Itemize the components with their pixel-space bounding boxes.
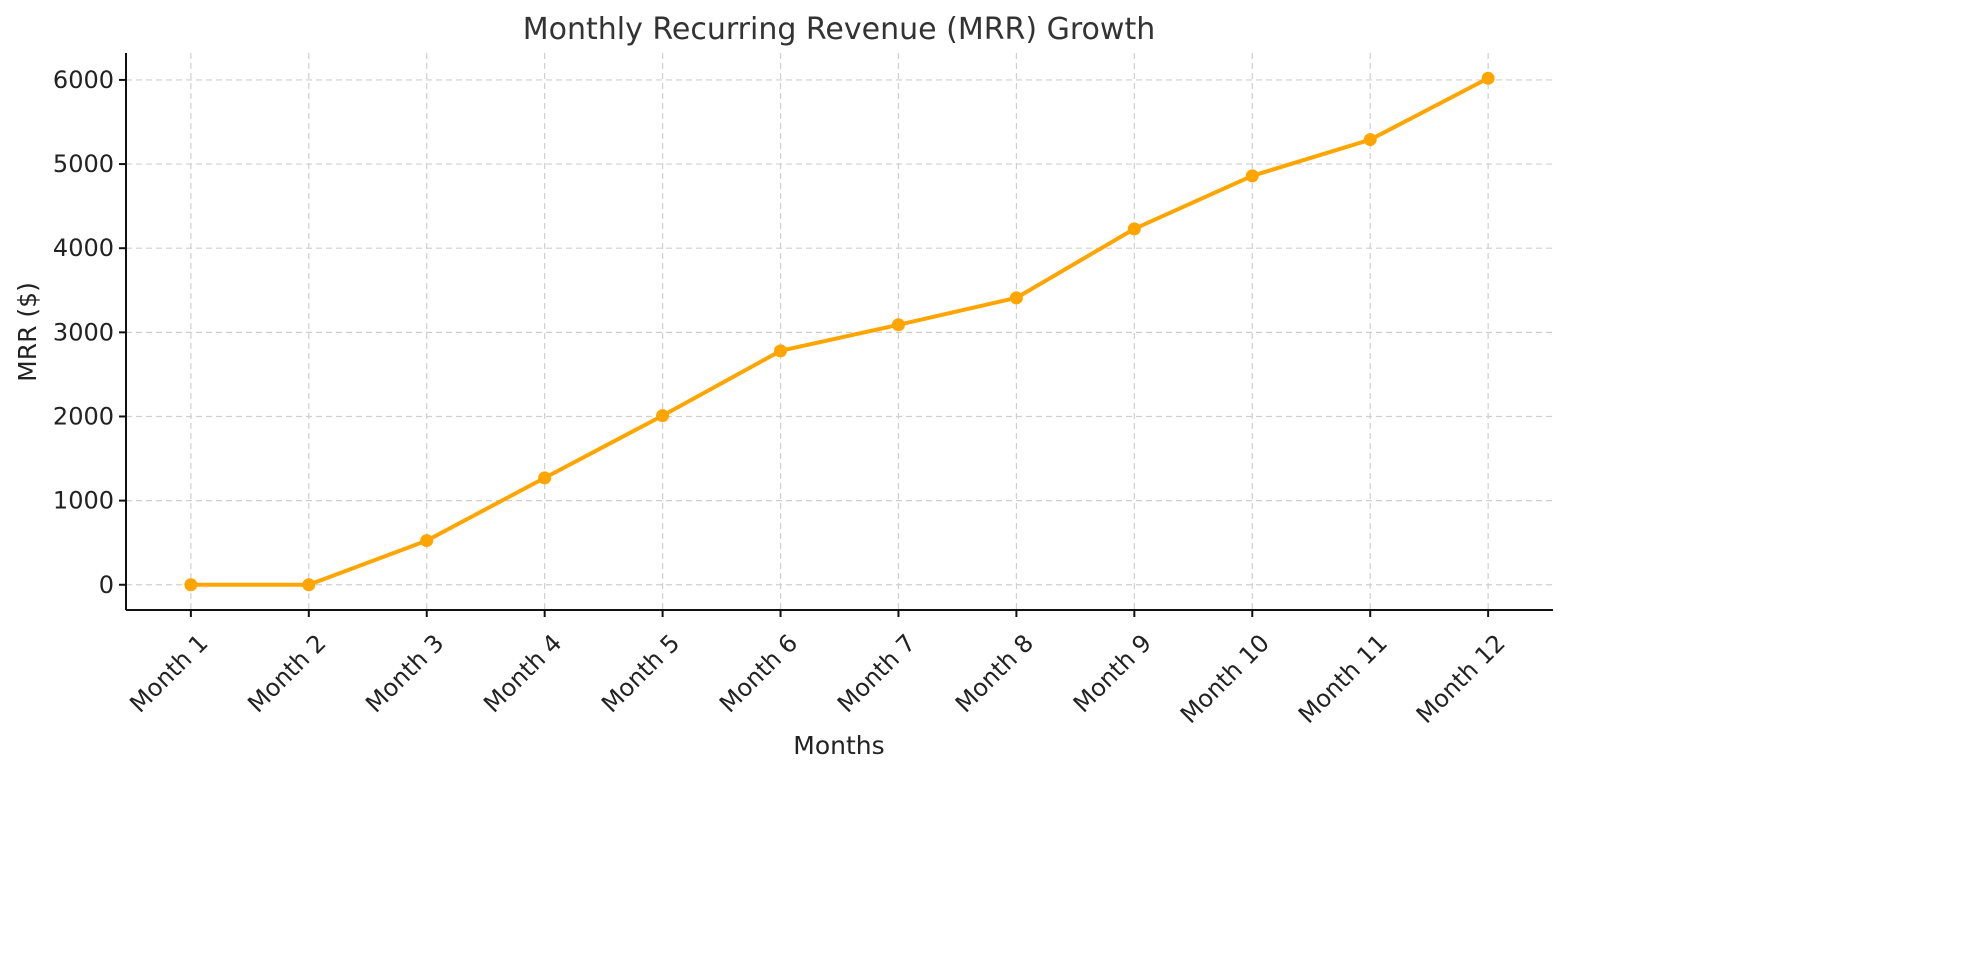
x-axis-label: Months	[793, 731, 884, 760]
gridlines	[126, 53, 1553, 610]
y-tick-label: 0	[99, 571, 114, 599]
data-point-month-2	[302, 578, 316, 592]
y-tick-label: 3000	[53, 318, 114, 346]
data-point-month-7	[891, 318, 905, 332]
x-tick-label: Month 10	[1175, 629, 1275, 729]
mrr-data-points	[184, 71, 1495, 592]
data-point-month-1	[184, 578, 198, 592]
data-point-month-11	[1363, 133, 1377, 147]
x-tick-label: Month 1	[124, 629, 213, 718]
data-point-month-8	[1009, 291, 1023, 305]
data-point-month-10	[1245, 169, 1259, 183]
x-tick-label: Month 9	[1068, 629, 1157, 718]
y-axis-label: MRR ($)	[13, 282, 42, 382]
x-tick-label: Month 8	[950, 629, 1039, 718]
data-point-month-5	[656, 409, 670, 423]
y-tick-label: 1000	[53, 487, 114, 515]
mrr-series-line	[190, 76, 1490, 587]
x-tick-label: Month 6	[714, 629, 803, 718]
x-tick-label: Month 5	[596, 629, 685, 718]
y-tick-label: 5000	[53, 150, 114, 178]
x-tick-label: Month 11	[1293, 629, 1393, 729]
x-tick-label: Month 7	[832, 629, 921, 718]
y-tick-label: 2000	[53, 402, 114, 430]
x-axis-ticks: Month 1 Month 2 Month 3 Month 4 Month 5 Month…	[124, 610, 1511, 729]
y-tick-label: 6000	[53, 66, 114, 94]
x-tick-label: Month 3	[360, 629, 449, 718]
x-tick-label: Month 4	[478, 629, 567, 718]
data-point-month-12	[1481, 71, 1495, 85]
data-point-month-3	[420, 534, 434, 548]
data-point-month-4	[538, 471, 552, 485]
chart-title: Monthly Recurring Revenue (MRR) Growth	[523, 12, 1155, 47]
x-tick-label: Month 2	[242, 629, 331, 718]
x-tick-label: Month 12	[1411, 629, 1511, 729]
data-point-month-9	[1127, 222, 1141, 236]
y-tick-label: 4000	[53, 234, 114, 262]
y-axis-ticks: 0 1000 2000 3000 4000 5000 6000	[53, 66, 126, 599]
data-point-month-6	[774, 344, 788, 358]
